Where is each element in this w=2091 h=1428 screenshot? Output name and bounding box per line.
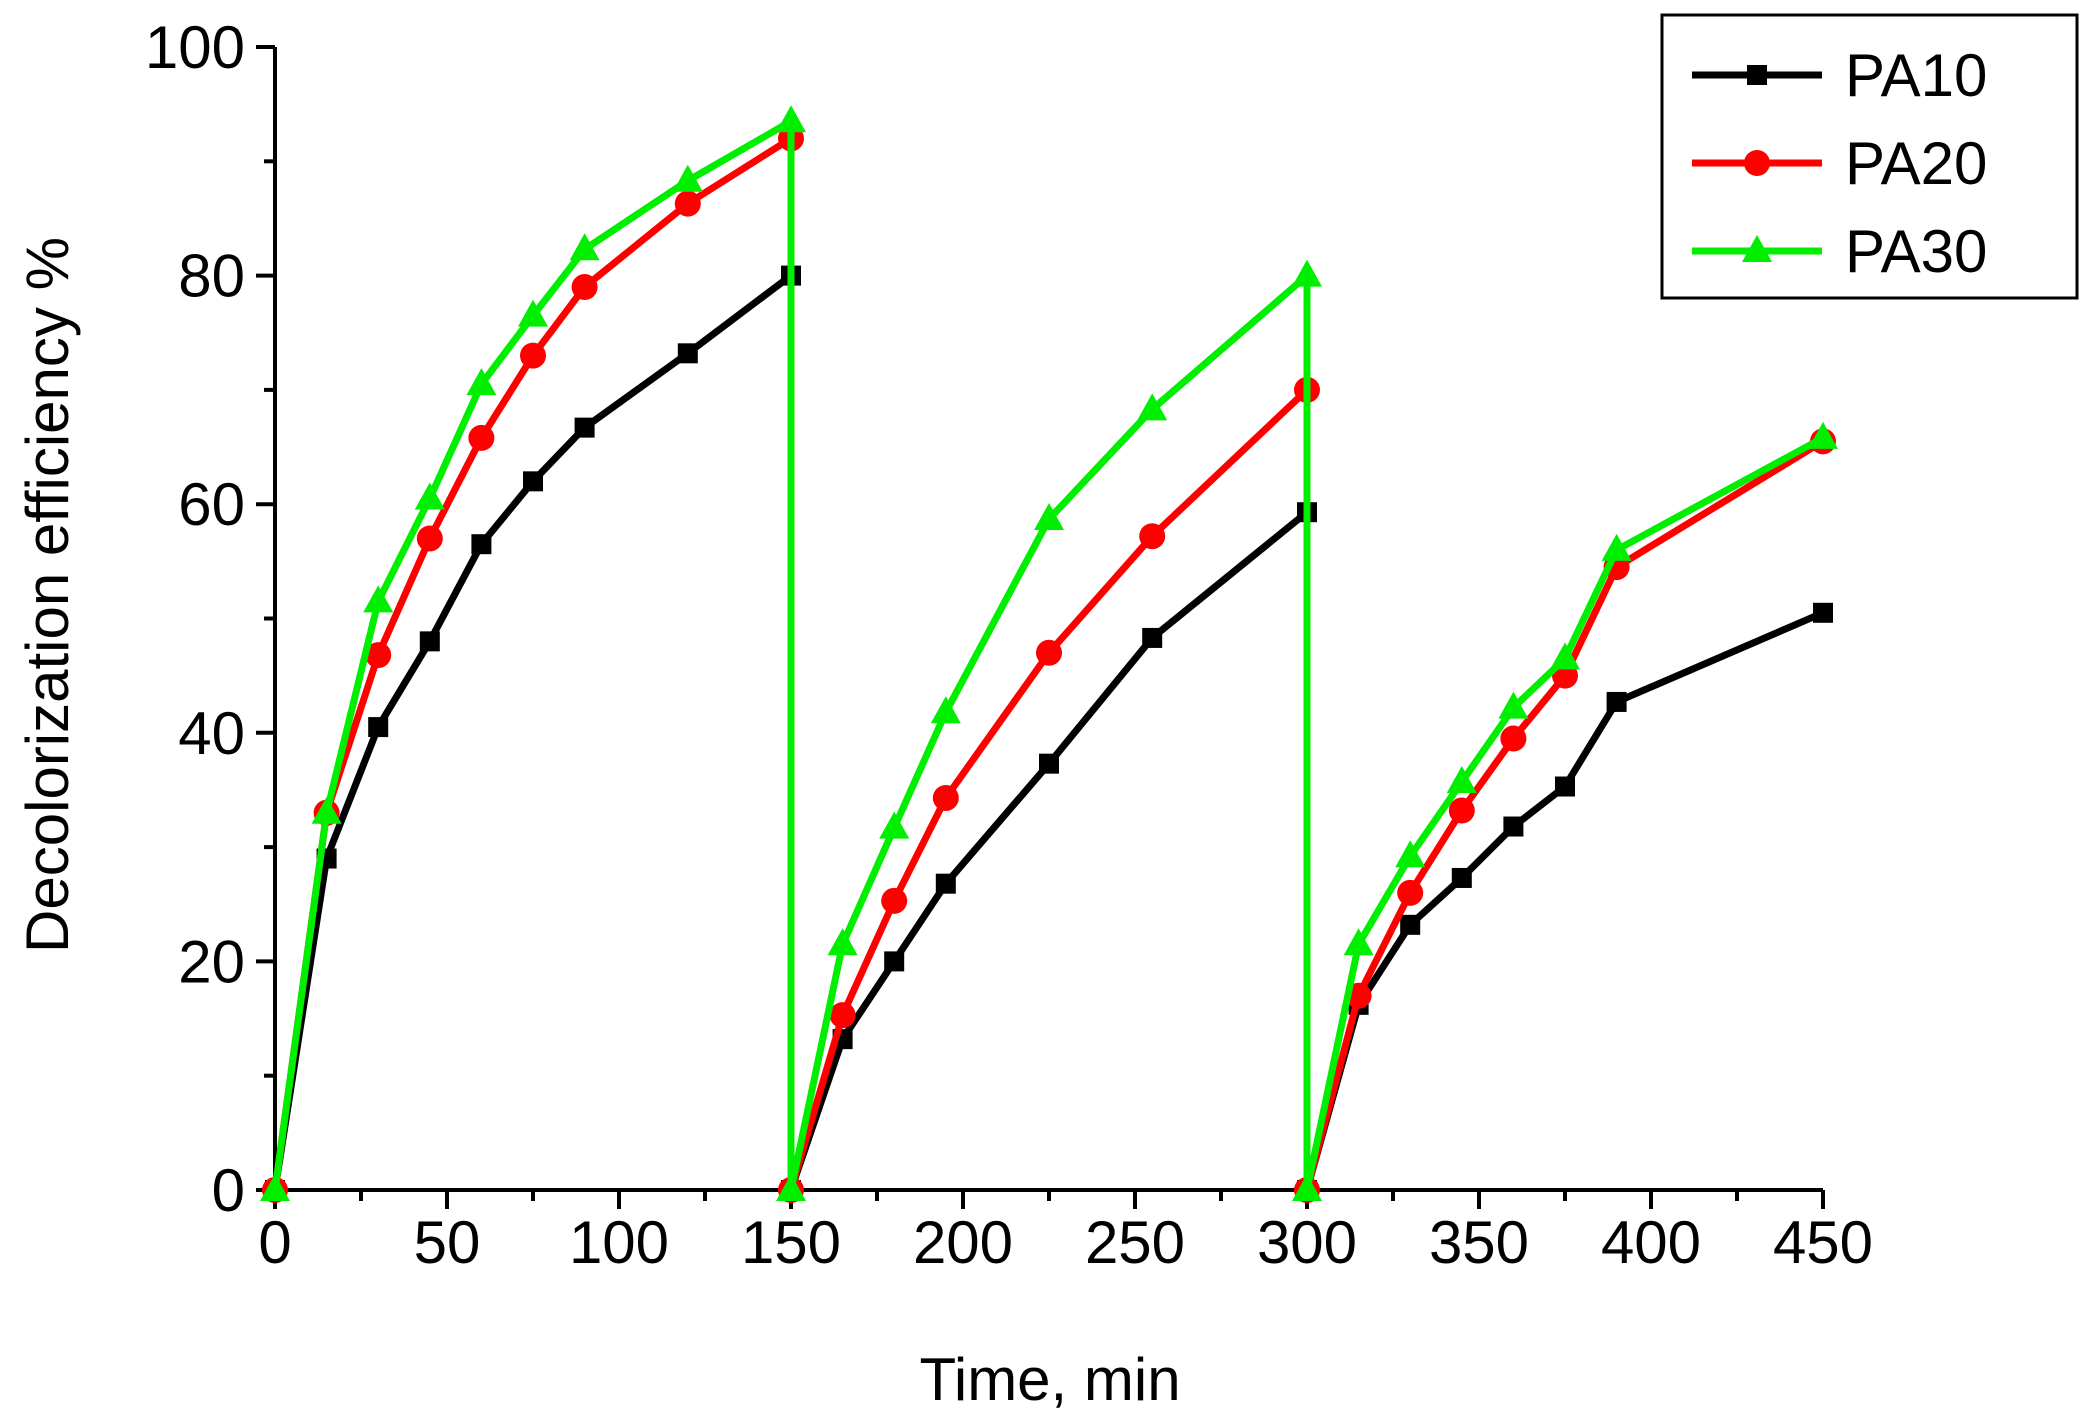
data-point [1550,642,1580,670]
legend-marker [1742,235,1772,262]
data-point [1397,879,1424,906]
legend: PA10 PA20 PA30 [1660,13,2079,300]
data-point [776,1174,806,1201]
x-tick-label: 250 [1085,1209,1185,1276]
x-tick-label: 100 [569,1209,669,1276]
data-point [569,233,600,261]
legend-marker [1744,150,1770,176]
legend-marker [1747,65,1767,85]
data-point [574,417,595,438]
x-tick-label: 50 [414,1209,481,1276]
data-point [1036,639,1062,666]
x-tick-label: 200 [913,1209,1013,1276]
data-point [468,424,495,451]
data-point [416,525,443,552]
data-point [1606,691,1627,712]
x-tick-label: 400 [1601,1209,1701,1276]
x-tick-label: 450 [1773,1209,1873,1276]
legend-label: PA10 [1845,42,1987,109]
series-pa30 [260,105,1838,1201]
data-point [520,342,546,369]
data-point [1451,867,1472,888]
series-line [271,134,1827,1194]
data-point [1139,523,1166,550]
data-point [677,343,698,364]
data-point [829,1002,856,1029]
series-layer [260,105,1838,1203]
data-point [1142,627,1163,648]
data-point [1343,928,1374,956]
data-point [518,299,548,327]
data-point [884,951,905,972]
data-point [1034,503,1064,531]
data-point [1601,533,1632,561]
data-point [1503,816,1524,837]
data-point [466,368,497,396]
data-point [1395,840,1426,868]
x-tick-label: 300 [1257,1209,1357,1276]
data-point [674,190,701,217]
x-axis-title: Time, min [919,1346,1180,1413]
data-point [930,696,961,724]
data-point [1813,602,1833,623]
legend-label: PA20 [1845,130,1987,197]
data-point [363,585,394,613]
series-line [271,272,1827,1194]
y-tick-label: 20 [178,928,245,995]
x-tick-label: 150 [741,1209,841,1276]
data-point [1808,421,1838,449]
data-point [1137,393,1168,421]
y-tick-label: 0 [212,1157,245,1224]
legend-label: PA30 [1845,218,1987,285]
data-point [776,105,806,133]
data-point [932,784,959,811]
data-point [1292,1174,1322,1201]
data-point [827,928,858,956]
axes: 0 50 100 150 200 250 300 350 400 450 0 20 40 60 80 100 [145,14,1873,1276]
series-line [271,117,1827,1194]
data-point [1400,914,1421,935]
data-point [365,642,392,669]
data-point [471,534,492,555]
data-point [260,1174,290,1201]
x-tick-label: 0 [258,1209,291,1276]
data-point [1498,691,1529,719]
x-tick-label: 350 [1429,1209,1529,1276]
y-tick-label: 60 [178,471,245,538]
data-point [672,164,703,192]
data-point [935,873,956,894]
data-point [523,471,543,492]
data-point [1555,776,1575,797]
data-point [1039,753,1059,774]
data-point [311,796,342,824]
series-pa20 [262,125,1836,1203]
y-tick-label: 40 [178,700,245,767]
data-point [1500,725,1527,752]
y-tick-label: 80 [178,243,245,310]
data-point [571,274,598,301]
data-point [1446,765,1477,793]
data-point [419,631,440,652]
data-point [368,717,389,738]
data-point [881,887,908,914]
data-point [414,482,445,510]
data-point [879,811,910,839]
y-axis-title: Decolorization efficiency % [14,237,81,953]
data-point [1448,797,1475,824]
y-tick-label: 100 [145,14,245,81]
data-point [1292,259,1322,287]
